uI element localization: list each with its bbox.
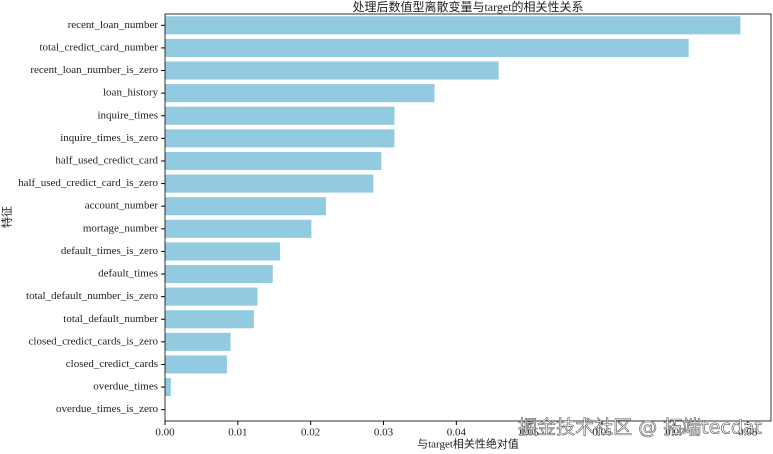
bar	[165, 61, 499, 80]
bar	[165, 332, 231, 351]
y-tick-label: total_default_number	[63, 313, 158, 325]
x-tick-label: 0.05	[520, 427, 540, 439]
watermark: 掘金技术社区 @ 拓端tecdat	[518, 417, 762, 439]
x-tick-label: 0.07	[665, 427, 685, 439]
bar	[165, 355, 227, 374]
bar	[165, 151, 382, 171]
y-tick-label: closed_credict_cards_is_zero	[29, 335, 159, 347]
x-tick-label: 0.00	[155, 427, 175, 439]
y-tick-label: closed_credict_cards	[66, 358, 158, 370]
x-tick-label: 0.02	[301, 427, 320, 439]
bar	[165, 287, 258, 306]
bar	[165, 106, 395, 125]
y-tick-label: recent_loan_number_is_zero	[30, 64, 158, 76]
y-tick-label: loan_history	[103, 87, 158, 99]
x-tick-label: 0.08	[738, 427, 758, 439]
bar	[165, 84, 435, 103]
y-tick-label: inquire_times	[98, 109, 159, 121]
y-tick-label: mortage_number	[83, 222, 158, 234]
bar	[165, 16, 741, 35]
chart-title: 处理后数值型离散变量与target的相关性关系	[352, 0, 583, 14]
bar	[165, 197, 326, 216]
x-tick-label: 0.01	[228, 427, 247, 439]
bar	[165, 38, 689, 57]
bar	[165, 242, 281, 261]
y-tick-label: account_number	[85, 200, 159, 212]
x-axis-label: 与target相关性绝对值	[417, 437, 519, 451]
y-tick-label: inquire_times_is_zero	[60, 132, 158, 144]
bar	[165, 219, 312, 238]
bar	[165, 264, 273, 284]
y-tick-label: half_used_credict_card	[55, 155, 158, 167]
bar	[165, 174, 374, 193]
bar	[165, 310, 254, 329]
y-tick-label: overdue_times_is_zero	[56, 403, 159, 415]
y-tick-label: half_used_credict_card_is_zero	[18, 177, 158, 189]
plot-frame	[164, 13, 772, 422]
y-axis-label: 特征	[0, 206, 14, 228]
y-tick-label: default_times	[98, 268, 158, 280]
x-tick-label: 0.04	[447, 427, 467, 439]
y-tick-label: total_credict_card_number	[39, 41, 158, 53]
y-tick-label: total_default_number_is_zero	[26, 290, 158, 302]
y-tick-label: recent_loan_number	[68, 19, 159, 31]
y-tick-label: default_times_is_zero	[61, 245, 159, 257]
y-tick-label: overdue_times	[93, 381, 158, 393]
bar	[165, 378, 171, 397]
x-tick-label: 0.06	[592, 427, 612, 439]
x-tick-label: 0.03	[374, 427, 394, 439]
bar	[165, 129, 395, 148]
